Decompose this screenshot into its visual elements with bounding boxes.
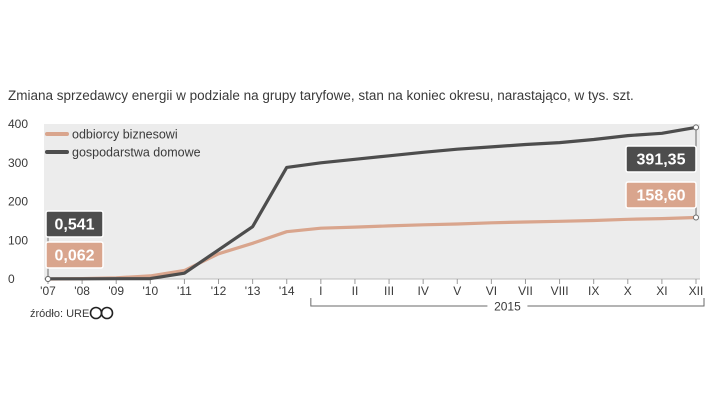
x-tick-label: V: [453, 284, 461, 298]
x-tick-label: VI: [486, 284, 497, 298]
value-callouts: 0,541 0,062 391,35 158,60: [45, 124, 699, 282]
source-text: źródło: URE: [30, 308, 89, 320]
source-note: źródło: URE: [30, 306, 114, 320]
x-tick-label: III: [384, 284, 394, 298]
y-tick-label: 400: [8, 117, 28, 131]
callout-start-business-marker: [45, 276, 51, 282]
x-tick-label: X: [624, 284, 632, 298]
callout-end-business-box: [625, 181, 697, 209]
callout-start-business-value: 0,062: [54, 248, 94, 265]
x-tick-label: XI: [656, 284, 667, 298]
callout-start-business-box: [45, 241, 104, 269]
x-tick-label: '11: [177, 284, 192, 298]
x-tick-label: VIII: [551, 284, 569, 298]
year-label: 2015: [494, 300, 521, 314]
x-tick-label: '12: [211, 284, 227, 298]
year-bracket-2015: 2015: [310, 298, 705, 314]
x-tick-label: IV: [417, 284, 428, 298]
x-axis: '07'08'09'10'11'12'13'14 I II III IV V VI VII VI…: [40, 279, 703, 298]
series-line-0: [46, 215, 698, 281]
plot-background: [44, 124, 700, 279]
y-tick-label: 300: [8, 156, 28, 170]
legend-label: odbiorcy biznesowi: [72, 128, 178, 142]
chart-title: Zmiana sprzedawcy energii w podziale na …: [8, 88, 634, 103]
callout-end-household-value: 391,35: [637, 152, 686, 169]
callout-start-household-value: 0,541: [54, 217, 94, 234]
x-tick-label: '07: [40, 284, 56, 298]
x-tick-label: '08: [74, 284, 90, 298]
x-tick-label: VII: [518, 284, 533, 298]
callout-start-household-box: [45, 210, 104, 238]
series-line-1: [46, 125, 698, 281]
y-tick-label: 0: [8, 272, 15, 286]
callout-end-household-box: [625, 145, 697, 173]
cc-icon: [89, 306, 103, 320]
x-tick-label: '13: [245, 284, 261, 298]
legend-label: gospodarstwa domowe: [72, 146, 201, 160]
x-tick-label: XII: [689, 284, 704, 298]
x-tick-label: IX: [588, 284, 599, 298]
y-tick-label: 100: [8, 233, 28, 247]
callout-end-business-marker: [693, 214, 699, 221]
series-lines: [46, 125, 698, 281]
x-tick-label: I: [319, 284, 322, 298]
legend: odbiorcy biznesowi gospodarstwa domowe: [45, 128, 201, 160]
callout-end-business-value: 158,60: [637, 188, 686, 205]
x-tick-label: '09: [108, 284, 124, 298]
y-tick-label: 200: [8, 195, 28, 209]
year-label-bg: [487, 298, 528, 314]
copyright-icon: [100, 306, 114, 320]
x-tick-label: '10: [142, 284, 158, 298]
callout-end-household-marker: [693, 124, 699, 131]
x-tick-label: '14: [279, 284, 295, 298]
x-tick-label: II: [352, 284, 359, 298]
